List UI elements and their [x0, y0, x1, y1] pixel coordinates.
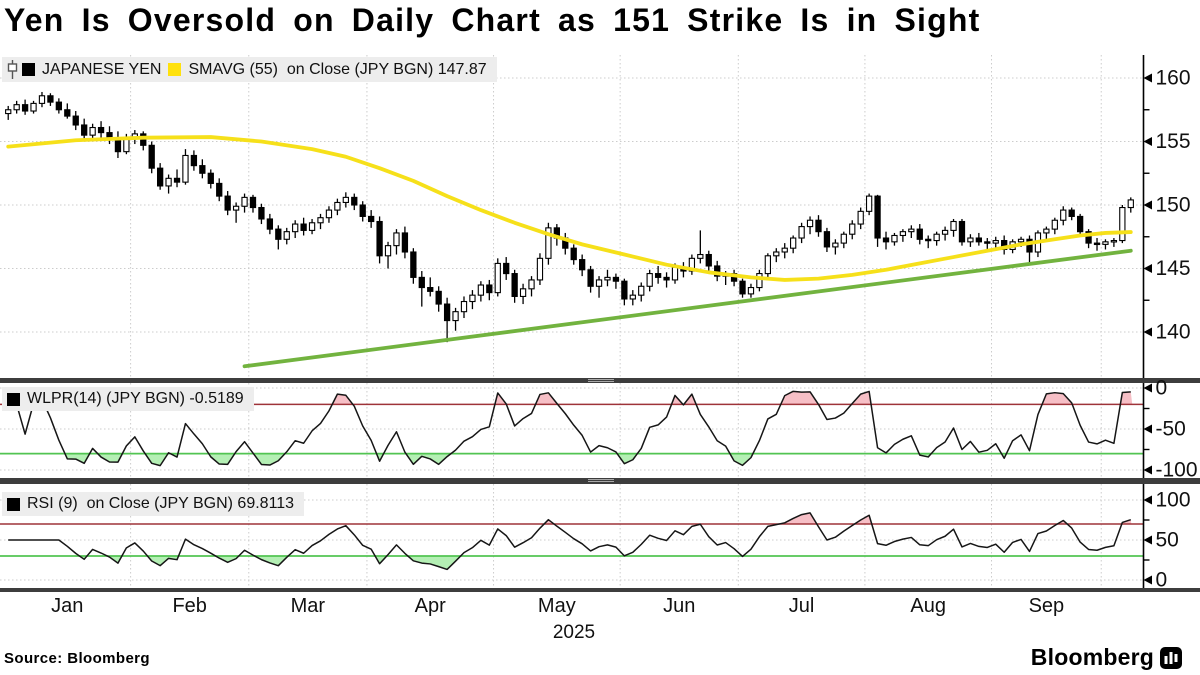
svg-text:160: 160: [1156, 67, 1191, 90]
bloomberg-logo: Bloomberg: [1031, 644, 1182, 671]
smavg-series-label: SMAVG (55) on Close (JPY BGN) 147.87: [188, 60, 487, 78]
x-axis-month-label: Jul: [788, 595, 815, 617]
x-axis-month-label: Jun: [663, 595, 696, 617]
wlpr-series-label: WLPR(14) (JPY BGN) -0.5189: [27, 390, 244, 407]
x-axis-month-label: Feb: [172, 595, 207, 617]
x-axis-month-label: Aug: [910, 595, 946, 617]
rsi-series-label: RSI (9) on Close (JPY BGN) 69.8113: [27, 495, 295, 512]
main-legend[interactable]: JAPANESE YEN SMAVG (55) on Close (JPY BG…: [2, 57, 497, 82]
svg-text:100: 100: [1156, 489, 1191, 512]
svg-text:-100: -100: [1156, 459, 1198, 482]
x-axis-month-label: Mar: [290, 595, 326, 617]
chart-title: Yen Is Oversold on Daily Chart as 151 St…: [4, 2, 981, 38]
price-series-label: JAPANESE YEN: [42, 60, 162, 78]
divider-grip-icon[interactable]: [588, 379, 614, 383]
wlpr-series-swatch: [7, 392, 20, 406]
x-axis-year-label: 2025: [552, 622, 596, 643]
smavg-series-swatch: [168, 63, 182, 76]
bloomberg-mark-icon: [1160, 646, 1182, 669]
price-series-swatch: [22, 63, 35, 76]
svg-text:0: 0: [1156, 569, 1168, 592]
candlestick-style-icon: [7, 60, 18, 79]
wlpr-legend[interactable]: WLPR(14) (JPY BGN) -0.5189: [2, 387, 254, 411]
x-axis-month-labels: Jan Feb Mar Apr May Jun Jul Aug Sep: [0, 595, 1143, 619]
x-axis-month-label: Sep: [1028, 595, 1065, 617]
svg-text:145: 145: [1156, 257, 1191, 280]
svg-text:155: 155: [1156, 130, 1191, 153]
panel-divider-1[interactable]: [0, 378, 1200, 383]
svg-text:50: 50: [1156, 529, 1179, 552]
main-price-panel[interactable]: 160 155 150 145 140: [0, 55, 1200, 378]
svg-text:0: 0: [1156, 377, 1168, 400]
divider-grip-icon[interactable]: [588, 479, 614, 483]
x-axis-month-label: Apr: [414, 595, 446, 617]
x-axis-month-label: May: [537, 595, 576, 617]
rsi-indicator-panel[interactable]: 100 50 0: [0, 484, 1200, 592]
rsi-series-swatch: [7, 497, 20, 511]
bloomberg-logo-text: Bloomberg: [1030, 644, 1154, 670]
panel-divider-2[interactable]: [0, 478, 1200, 484]
x-axis-month-label: Jan: [51, 595, 84, 617]
wlpr-indicator-panel[interactable]: 0 -50 -100: [0, 377, 1200, 482]
rsi-legend[interactable]: RSI (9) on Close (JPY BGN) 69.8113: [2, 492, 305, 516]
svg-text:-50: -50: [1156, 418, 1186, 441]
panel-divider-3: [0, 588, 1200, 592]
source-label: Source: Bloomberg: [4, 650, 150, 667]
svg-text:150: 150: [1156, 194, 1191, 217]
svg-text:140: 140: [1156, 321, 1191, 344]
